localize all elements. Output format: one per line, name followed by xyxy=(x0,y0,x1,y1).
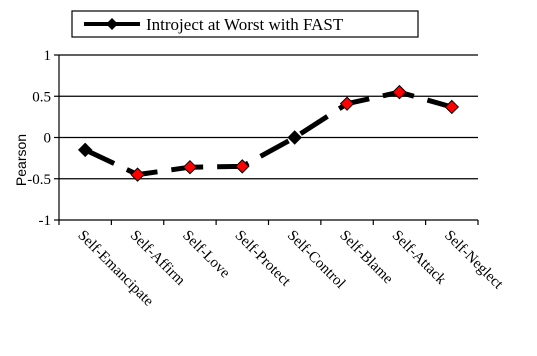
legend-label: Introject at Worst with FAST xyxy=(146,15,344,34)
y-axis-label: Pearson xyxy=(13,134,29,186)
data-point-0-3 xyxy=(235,159,250,174)
x-tick-label-6: Self-Attack xyxy=(389,228,450,289)
data-point-0-5 xyxy=(339,96,355,111)
y-tick-label-1: 0.5 xyxy=(32,89,51,105)
legend-marker-sample xyxy=(106,18,118,30)
x-tick-label-7: Self-Neglect xyxy=(441,228,506,293)
plot-area: 10.50-0.5-1Self-EmancipateSelf-AffirmSel… xyxy=(27,48,506,310)
data-point-0-7 xyxy=(444,99,460,115)
data-point-0-1 xyxy=(130,167,145,182)
legend: Introject at Worst with FAST xyxy=(71,10,419,38)
data-point-0-0 xyxy=(77,142,93,158)
data-point-0-4 xyxy=(287,130,302,145)
y-tick-label-3: -0.5 xyxy=(27,172,51,188)
series-line-0 xyxy=(84,89,453,178)
data-point-0-6 xyxy=(392,84,407,100)
y-tick-label-0: 1 xyxy=(44,48,52,64)
y-tick-label-4: -1 xyxy=(39,213,52,229)
y-tick-label-2: 0 xyxy=(44,131,52,147)
data-point-0-2 xyxy=(182,159,198,175)
x-tick-label-2: Self-Love xyxy=(179,228,233,282)
